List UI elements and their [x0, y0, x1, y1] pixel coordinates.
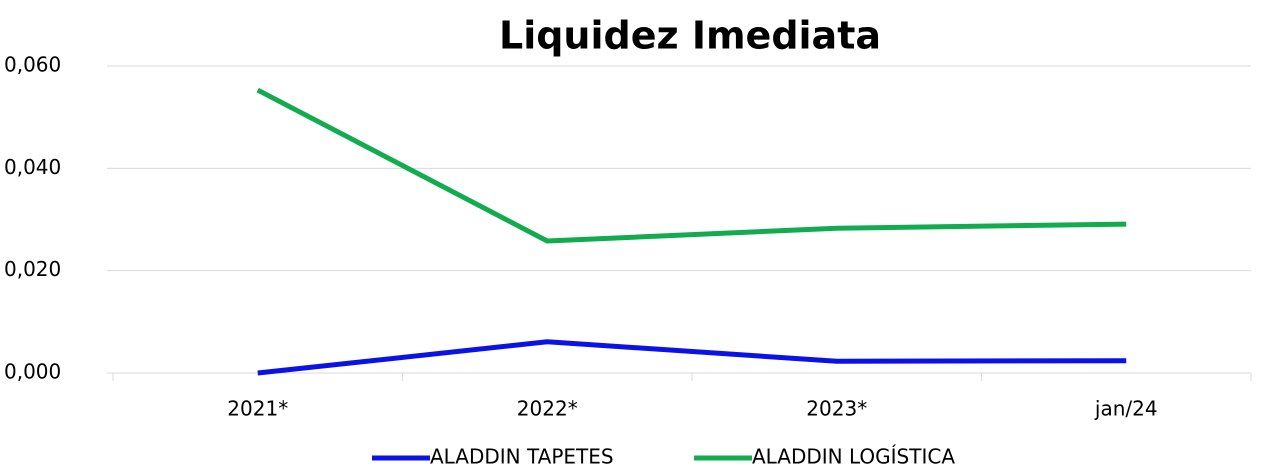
x-tick-label: 2021*: [227, 397, 288, 421]
y-tick-label: 0,000: [4, 360, 61, 384]
x-tick-label: jan/24: [1094, 397, 1158, 421]
y-tick-label: 0,020: [4, 257, 61, 281]
chart-title: Liquidez Imediata: [499, 14, 881, 58]
y-tick-label: 0,060: [4, 53, 61, 77]
y-tick-label: 0,040: [4, 155, 61, 179]
legend-label: ALADDIN TAPETES: [430, 445, 614, 469]
series-line: [256, 87, 1127, 244]
x-tick-label: 2023*: [806, 397, 867, 421]
x-tick-label: 2022*: [517, 397, 578, 421]
series-line: [257, 339, 1127, 376]
legend-label: ALADDIN LOGÍSTICA: [752, 445, 955, 469]
